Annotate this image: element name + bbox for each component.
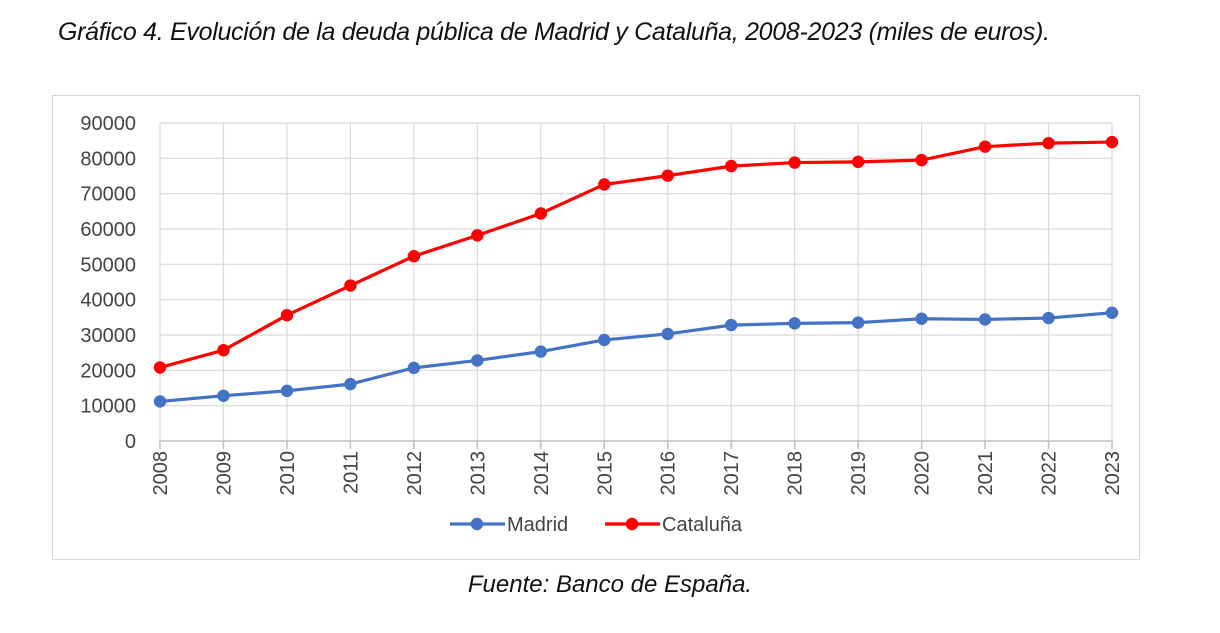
x-tick-label: 2022 [1039, 451, 1061, 496]
data-point-madrid [471, 354, 484, 367]
series-layer [153, 135, 1119, 408]
y-tick-label: 50000 [80, 254, 136, 276]
data-point-cataluna [1042, 136, 1055, 150]
legend-marker [625, 517, 639, 531]
y-tick-label: 80000 [80, 148, 136, 170]
series-line-cataluna [159, 140, 1113, 370]
grid-lines [159, 122, 1113, 441]
data-point-madrid [978, 313, 992, 326]
x-tick-label: 2010 [277, 451, 299, 496]
chart-title: Gráfico 4. Evolución de la deuda pública… [58, 18, 1050, 46]
data-point-cataluna [344, 279, 357, 292]
data-point-madrid [534, 345, 547, 358]
x-tick-label: 2018 [785, 451, 807, 496]
data-point-madrid [851, 316, 865, 329]
series-cataluna [153, 135, 1119, 374]
chart-frame [52, 95, 1140, 560]
x-tick-label: 2019 [848, 451, 870, 496]
x-tick-label: 2014 [531, 451, 553, 496]
series-madrid [153, 306, 1119, 408]
data-point-cataluna [534, 207, 547, 220]
x-tick-label: 2020 [912, 451, 934, 496]
axes [159, 440, 1113, 449]
data-point-madrid [1105, 306, 1119, 319]
y-tick-label: 70000 [80, 184, 136, 206]
legend-item-madrid: Madrid [450, 514, 568, 536]
data-point-madrid [1042, 311, 1055, 325]
x-tick-label: 2023 [1102, 451, 1124, 496]
data-point-madrid [915, 312, 928, 325]
data-point-cataluna [788, 156, 801, 169]
data-point-cataluna [661, 169, 674, 182]
legend: Madrid Cataluña [450, 514, 743, 536]
y-tick-label: 20000 [80, 360, 136, 382]
series-line-madrid [159, 311, 1113, 404]
x-tick-label: 2011 [340, 451, 362, 494]
x-tick-label: 2013 [467, 451, 489, 496]
x-tick-label: 2021 [975, 451, 997, 496]
y-axis-ticks: 0 10000 20000 30000 40000 50000 60000 70000 8000… [80, 113, 136, 453]
y-tick-label: 10000 [80, 396, 136, 418]
legend-marker [470, 517, 484, 531]
x-tick-label: 2008 [150, 451, 172, 496]
y-tick-label: 0 [125, 431, 136, 453]
x-tick-label: 2016 [658, 451, 680, 496]
data-point-cataluna [217, 343, 230, 357]
data-point-cataluna [598, 178, 611, 191]
data-point-madrid [407, 361, 421, 375]
y-tick-label: 60000 [80, 219, 136, 241]
data-point-madrid [280, 384, 294, 398]
legend-label: Madrid [507, 514, 568, 536]
data-point-madrid [598, 333, 611, 347]
x-tick-label: 2017 [721, 451, 743, 496]
data-point-cataluna [1105, 135, 1119, 149]
data-point-madrid [661, 327, 674, 341]
data-point-cataluna [725, 159, 738, 173]
x-tick-label: 2015 [594, 451, 616, 496]
legend-label: Cataluña [662, 514, 743, 536]
x-tick-label: 2012 [404, 451, 426, 496]
data-point-cataluna [153, 361, 167, 374]
y-tick-label: 40000 [80, 290, 136, 312]
y-tick-label: 30000 [80, 325, 136, 347]
data-point-madrid [344, 377, 357, 391]
data-point-cataluna [915, 153, 928, 167]
x-axis-ticks: 2008 2009 2010 2011 2012 2013 2014 2015 2016 2017… [150, 451, 1124, 496]
data-point-cataluna [978, 140, 992, 153]
data-point-madrid [153, 395, 167, 408]
x-tick-label: 2009 [213, 451, 235, 496]
data-point-madrid [217, 389, 230, 402]
data-point-madrid [725, 318, 738, 332]
data-point-cataluna [471, 229, 484, 242]
y-tick-label: 90000 [80, 113, 136, 135]
data-point-cataluna [407, 250, 421, 263]
data-point-cataluna [851, 155, 865, 169]
data-point-cataluna [280, 309, 294, 322]
source-note: Fuente: Banco de España. [467, 571, 753, 598]
data-point-madrid [788, 317, 801, 330]
legend-item-cataluna: Cataluña [605, 514, 743, 536]
